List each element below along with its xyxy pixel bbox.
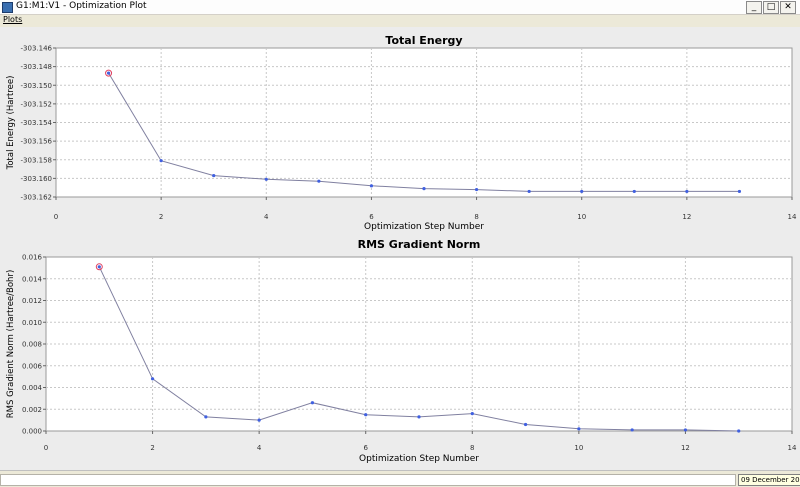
- chart2-x-axis-label: Optimization Step Number: [359, 454, 479, 464]
- chart2-data-point: [310, 401, 315, 405]
- chart1-ytick-label: -303.158: [21, 156, 52, 164]
- chart2-ytick-label: 0.004: [22, 384, 43, 392]
- chart2-data-point: [630, 428, 634, 432]
- chart1-xtick-label: 10: [577, 213, 586, 221]
- menu-plots[interactable]: Plots: [3, 15, 23, 24]
- chart2-xtick-label: 0: [44, 444, 48, 452]
- menubar: Plots: [0, 15, 800, 26]
- chart2-data-point: [364, 413, 368, 417]
- chart2-ytick-label: 0.002: [22, 406, 42, 414]
- chart2-xtick-label: 14: [788, 444, 797, 452]
- chart2-data-point: [257, 418, 261, 422]
- chart1-data-point: [317, 179, 321, 183]
- chart2-data-point: [523, 422, 528, 427]
- chart1-highlight-point: [105, 69, 113, 77]
- chart2-data-point: [683, 428, 688, 432]
- chart1-ytick-label: -303.156: [21, 138, 53, 146]
- chart1-ytick-label: -303.150: [21, 82, 52, 90]
- chart1-xtick-label: 6: [369, 213, 374, 221]
- chart2-data-point: [150, 377, 155, 381]
- chart1-xtick-label: 12: [682, 213, 691, 221]
- optimization-charts: Total Energy 0 2 4 6 8 10 12 14 -303.146 -303.148 -…: [6, 34, 797, 464]
- chart1-data-point: [422, 187, 426, 191]
- chart1-xtick-label: 2: [159, 213, 163, 221]
- chart1-x-axis-label: Optimization Step Number: [364, 222, 484, 232]
- chart1-xtick-label: 8: [474, 213, 478, 221]
- chart1-y-axis-label: Total Energy (Hartree): [6, 76, 16, 171]
- chart2-ytick-label: 0.010: [22, 319, 42, 327]
- chart2-data-point: [417, 415, 421, 419]
- chart2-data-point: [737, 429, 741, 433]
- chart1-data-point: [106, 71, 111, 75]
- chart1-data-point: [369, 184, 374, 188]
- chart1-data-point: [737, 189, 742, 194]
- chart2-ytick-label: 0.006: [22, 362, 43, 370]
- chart1-ytick-label: -303.162: [21, 194, 52, 202]
- status-date: 09 December 2011: [738, 474, 800, 486]
- chart2-title: RMS Gradient Norm: [358, 238, 481, 251]
- chart2-data-point: [204, 415, 208, 419]
- chart1-data-point: [632, 189, 636, 194]
- chart1-xtick-label: 4: [264, 213, 269, 221]
- app-icon: [2, 2, 13, 13]
- chart2-xtick-label: 8: [470, 444, 474, 452]
- chart1-xtick-label: 0: [54, 213, 58, 221]
- chart1-data-point: [580, 189, 584, 194]
- chart2-ytick-label: 0.000: [22, 428, 42, 436]
- chart2-xtick-label: 4: [257, 444, 262, 452]
- chart2-highlight-point: [95, 263, 103, 271]
- chart1-data-point: [264, 177, 268, 181]
- chart2-xtick-label: 10: [574, 444, 583, 452]
- chart2-data-point: [470, 412, 474, 416]
- chart2-xtick-label: 2: [150, 444, 154, 452]
- chart2-ytick-label: 0.012: [22, 297, 42, 305]
- chart2-xtick-label: 12: [681, 444, 690, 452]
- chart1-data-point: [474, 187, 479, 192]
- chart1-data-point: [527, 189, 531, 194]
- chart2-data-point: [577, 427, 581, 431]
- status-bar: 09 December 2011: [0, 470, 800, 487]
- window-titlebar: G1:M1:V1 - Optimization Plot _ □ ✕: [0, 0, 800, 15]
- chart1-ytick-label: -303.154: [21, 119, 53, 127]
- chart1-data-point: [159, 159, 163, 163]
- status-segment: [0, 474, 736, 486]
- maximize-button[interactable]: □: [763, 1, 779, 14]
- chart1-ytick-label: -303.148: [21, 63, 52, 71]
- chart2-ytick-label: 0.016: [22, 254, 43, 262]
- chart1-ytick-label: -303.146: [21, 45, 53, 53]
- chart1-title: Total Energy: [385, 34, 462, 47]
- plot-area: Total Energy 0 2 4 6 8 10 12 14 -303.146 -303.148 -…: [0, 27, 800, 470]
- chart1-ytick-label: -303.160: [21, 175, 52, 183]
- chart2-ytick-label: 0.008: [22, 341, 42, 349]
- chart1-ytick-label: -303.152: [21, 100, 52, 108]
- window-title: G1:M1:V1 - Optimization Plot: [16, 1, 147, 11]
- chart2-y-axis-label: RMS Gradient Norm (Hartree/Bohr): [6, 270, 16, 419]
- close-button[interactable]: ✕: [780, 1, 796, 14]
- chart2-data-point: [97, 265, 101, 269]
- chart1-data-point: [212, 173, 216, 178]
- chart2-xtick-label: 6: [363, 444, 368, 452]
- chart1-xtick-label: 14: [788, 213, 797, 221]
- minimize-button[interactable]: _: [746, 1, 762, 14]
- chart1-data-point: [685, 189, 689, 194]
- chart2-ytick-label: 0.014: [22, 275, 43, 283]
